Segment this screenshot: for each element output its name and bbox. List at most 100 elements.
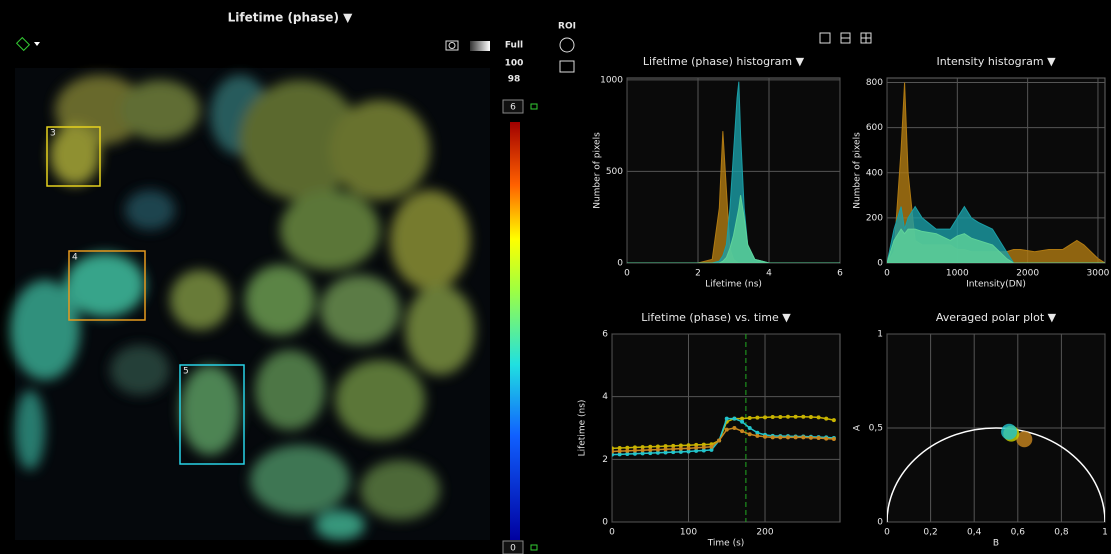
y-tick-label: 1000: [600, 75, 623, 85]
series-marker: [633, 449, 637, 453]
x-axis-label: Lifetime (ns): [705, 280, 762, 290]
y-tick-label: 6: [602, 330, 608, 340]
x-tick-label: 0: [884, 269, 890, 279]
series-marker: [732, 426, 736, 430]
series-marker: [671, 447, 675, 451]
y-axis-label: Number of pixels: [853, 132, 863, 209]
y-axis-label: Number of pixels: [593, 132, 603, 209]
lut-swatch[interactable]: [470, 41, 490, 51]
series-marker: [755, 416, 759, 420]
chart-title[interactable]: Intensity histogram ▼: [936, 55, 1056, 68]
x-tick-label: 2: [695, 269, 701, 279]
series-marker: [748, 426, 752, 430]
series-marker: [748, 432, 752, 436]
y-tick-label: 600: [866, 123, 883, 133]
series-marker: [778, 415, 782, 419]
series-marker: [641, 448, 645, 452]
series-marker: [748, 416, 752, 420]
colorbar-max: 6: [510, 103, 516, 113]
y-tick-label: 1: [877, 330, 883, 340]
panel-title[interactable]: Lifetime (phase) ▼: [228, 11, 353, 25]
y-tick-label: 0: [877, 259, 883, 269]
series-marker: [702, 445, 706, 449]
x-axis-label: B: [993, 539, 999, 549]
x-tick-label: 200: [756, 528, 773, 538]
series-marker: [771, 435, 775, 439]
chart-title[interactable]: Averaged polar plot ▼: [936, 311, 1057, 324]
y-tick-label: 500: [606, 167, 623, 177]
series-marker: [694, 446, 698, 450]
roi-label: 4: [72, 253, 78, 263]
y-tick-label: 0: [617, 259, 623, 269]
series-marker: [809, 415, 813, 419]
series-marker: [786, 435, 790, 439]
x-tick-label: 3000: [1087, 269, 1110, 279]
x-tick-label: 100: [680, 528, 697, 538]
series-marker: [817, 436, 821, 440]
series-marker: [801, 435, 805, 439]
series-marker: [817, 415, 821, 419]
x-tick-label: 0: [609, 528, 615, 538]
scale-label: 98: [508, 75, 521, 85]
chart-title[interactable]: Lifetime (phase) vs. time ▼: [641, 311, 791, 324]
x-tick-label: 0: [884, 528, 890, 538]
x-tick-label: 2000: [1016, 269, 1039, 279]
series-marker: [725, 417, 729, 421]
colorbar: [510, 122, 520, 540]
series-marker: [717, 439, 721, 443]
y-tick-label: 2: [602, 455, 608, 465]
series-marker: [763, 435, 767, 439]
series-marker: [832, 418, 836, 422]
series-marker: [794, 415, 798, 419]
series-marker: [824, 437, 828, 441]
roi-label: ROI: [558, 22, 576, 32]
y-tick-label: 0,5: [869, 424, 883, 434]
x-tick-label: 0,6: [1011, 528, 1026, 538]
y-tick-label: 200: [866, 213, 883, 223]
series-marker: [618, 449, 622, 453]
scale-label: Full: [505, 41, 523, 51]
series-marker: [625, 449, 629, 453]
image: [10, 68, 490, 540]
series-marker: [801, 415, 805, 419]
y-tick-label: 4: [602, 392, 608, 402]
series-marker: [832, 437, 836, 441]
series-marker: [824, 417, 828, 421]
colorbar-min: 0: [510, 544, 516, 554]
x-tick-label: 0: [624, 269, 630, 279]
x-axis-label: Intensity(DN): [966, 280, 1026, 290]
y-axis-label: A: [853, 424, 863, 431]
x-tick-label: 0,4: [967, 528, 982, 538]
y-tick-label: 0: [602, 518, 608, 528]
series-marker: [794, 435, 798, 439]
x-tick-label: 4: [766, 269, 772, 279]
series-marker: [656, 448, 660, 452]
y-tick-label: 800: [866, 78, 883, 88]
series-marker: [664, 447, 668, 451]
y-axis-label: Lifetime (ns): [578, 400, 588, 457]
series-marker: [725, 428, 729, 432]
polar-point: [1001, 424, 1017, 440]
x-axis-label: Time (s): [707, 539, 745, 549]
x-tick-label: 1: [1102, 528, 1108, 538]
series-marker: [786, 415, 790, 419]
series-marker: [740, 429, 744, 433]
series-marker: [740, 420, 744, 424]
roi-label: 5: [183, 367, 189, 377]
x-tick-label: 0,8: [1054, 528, 1069, 538]
series-marker: [771, 415, 775, 419]
scale-label: 100: [505, 59, 524, 69]
roi-label: 3: [50, 129, 56, 139]
series-marker: [709, 445, 713, 449]
series-marker: [648, 448, 652, 452]
y-tick-label: 400: [866, 168, 883, 178]
x-tick-label: 1000: [946, 269, 969, 279]
series-marker: [778, 435, 782, 439]
app: Lifetime (phase) ▼: [0, 0, 1111, 554]
series-marker: [732, 417, 736, 421]
x-tick-label: 6: [837, 269, 843, 279]
series-marker: [687, 446, 691, 450]
chart-title[interactable]: Lifetime (phase) histogram ▼: [643, 55, 805, 68]
x-tick-label: 0,2: [923, 528, 937, 538]
series-marker: [809, 436, 813, 440]
